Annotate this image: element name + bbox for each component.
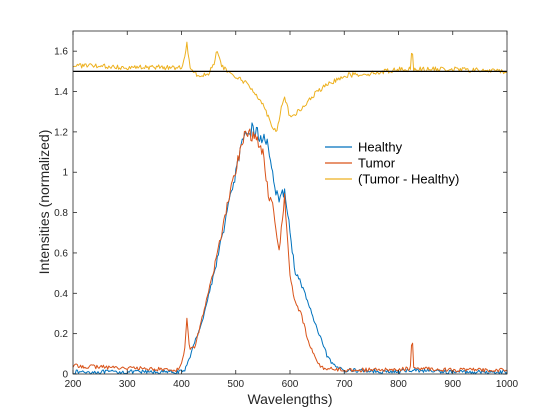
x-tick-label: 300 [119, 379, 136, 390]
y-tick-label: 0.2 [54, 329, 68, 340]
x-tick-label: 900 [444, 379, 461, 390]
y-tick-label: 0.4 [54, 289, 68, 300]
x-tick-label: 600 [282, 379, 299, 390]
x-tick-label: 200 [65, 379, 82, 390]
plot-background [73, 31, 507, 374]
x-tick-label: 800 [390, 379, 407, 390]
x-axis-ticks: 200 300 400 500 600 700 800 900 1000 [65, 31, 519, 390]
y-tick-label: 1.6 [54, 47, 68, 58]
x-tick-label: 500 [227, 379, 244, 390]
y-tick-label: 0.8 [54, 208, 68, 219]
legend-label: Healthy [358, 140, 403, 155]
series-line-healthy [72, 122, 508, 375]
x-tick-label: 400 [173, 379, 190, 390]
y-axis-label: Intensities (normalized) [36, 130, 52, 275]
y-axis-ticks: 0 0.2 0.4 0.6 0.8 1 1.2 1.4 1.6 [54, 47, 507, 381]
series-line-tumor-healthy [72, 41, 508, 132]
series-layer [72, 41, 508, 375]
y-tick-label: 0 [62, 370, 68, 381]
legend-label: Tumor [358, 156, 396, 171]
series-line-tumor [72, 128, 508, 373]
y-tick-label: 1.2 [54, 127, 68, 138]
y-tick-label: 0.6 [54, 248, 68, 259]
y-tick-label: 1 [62, 168, 68, 179]
x-tick-label: 700 [336, 379, 353, 390]
legend-label: (Tumor - Healthy) [358, 172, 459, 187]
x-axis-label: Wavelengths) [247, 391, 332, 407]
y-tick-label: 1.4 [54, 87, 68, 98]
x-tick-label: 1000 [496, 379, 519, 390]
